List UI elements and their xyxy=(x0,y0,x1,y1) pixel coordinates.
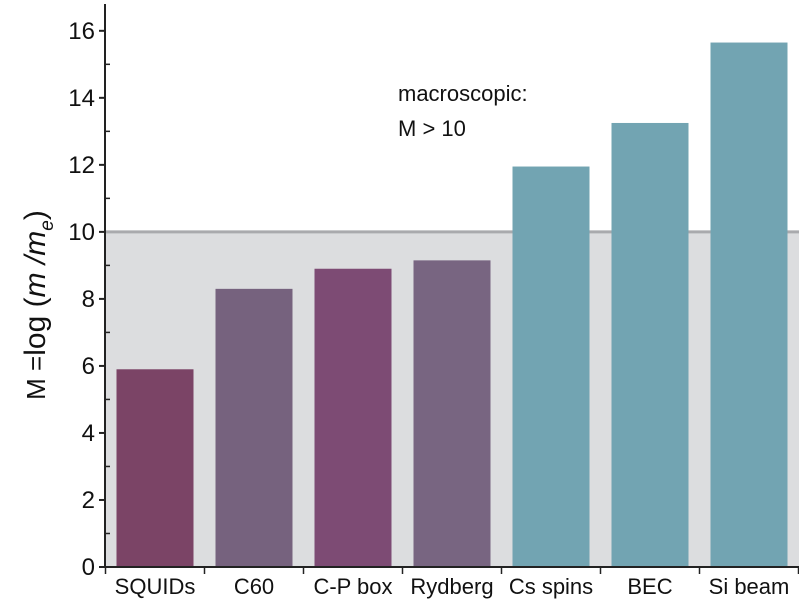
x-tick-label: C60 xyxy=(234,574,274,599)
bar-bec xyxy=(611,122,689,568)
y-tick-label: 8 xyxy=(82,286,95,313)
y-tick-label: 14 xyxy=(68,85,95,112)
y-label-sub: e xyxy=(37,220,58,231)
bar-c60 xyxy=(215,288,293,567)
y-label-slash: / xyxy=(19,253,52,272)
y-tick-label: 0 xyxy=(82,554,95,581)
bar-c-p-box xyxy=(314,268,392,567)
x-tick-label: C-P box xyxy=(313,574,392,599)
x-axis xyxy=(104,566,799,574)
y-tick-label: 6 xyxy=(82,353,95,380)
bar-cs-spins xyxy=(512,166,590,567)
y-label-var2: m xyxy=(19,231,52,256)
y-label-prefix: M = xyxy=(21,356,51,400)
y-label-open: ( xyxy=(19,297,52,315)
y-label-func: log xyxy=(19,316,52,356)
y-axis-label: M =log (m /me) xyxy=(19,210,58,400)
x-tick-label: BEC xyxy=(627,574,672,599)
y-label-close: ) xyxy=(19,210,52,220)
y-tick-label: 2 xyxy=(82,487,95,514)
annotation-line-1: macroscopic: xyxy=(398,81,528,106)
x-tick-label: SQUIDs xyxy=(115,574,196,599)
category-labels: SQUIDs C60 C-P box Rydberg Cs spins BEC Si bea… xyxy=(115,574,790,599)
y-label-var: m xyxy=(19,272,52,297)
bar-squids xyxy=(116,369,194,567)
y-tick-label: 4 xyxy=(82,420,95,447)
y-axis: 0 2 4 6 8 10 12 14 16 xyxy=(68,4,110,581)
bars xyxy=(116,42,788,568)
x-tick-label: Rydberg xyxy=(410,574,493,599)
y-tick-label: 12 xyxy=(68,152,95,179)
x-tick-label: Si beam xyxy=(709,574,790,599)
bar-si-beam xyxy=(710,42,788,567)
annotation-line-2: M > 10 xyxy=(398,116,466,141)
y-tick-label: 16 xyxy=(68,18,95,45)
bar-rydberg xyxy=(413,260,491,567)
y-tick-label: 10 xyxy=(68,219,95,246)
x-tick-label: Cs spins xyxy=(509,574,593,599)
